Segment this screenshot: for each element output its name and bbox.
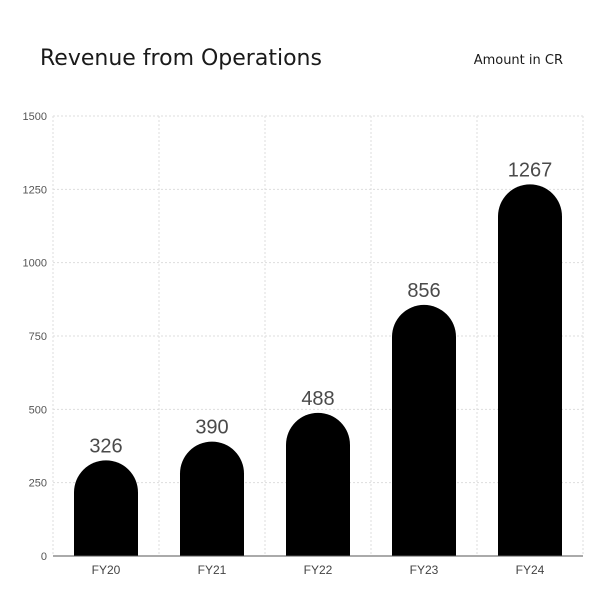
x-tick-label-fy24: FY24 — [516, 563, 545, 577]
y-tick-label-6: 1500 — [23, 111, 47, 123]
bar-fy23 — [392, 304, 456, 556]
bar-fy22 — [286, 412, 350, 556]
y-tick-label-2: 500 — [29, 404, 47, 416]
unit-label: Amount in CR — [473, 53, 563, 68]
bar-fy20 — [74, 460, 138, 556]
y-tick-label-0: 0 — [41, 551, 47, 563]
x-tick-label-fy23: FY23 — [410, 563, 439, 577]
bar-fy24 — [498, 184, 562, 556]
y-tick-label-1: 250 — [29, 478, 47, 490]
bar-fy21 — [180, 441, 244, 556]
y-tick-label-5: 1250 — [23, 184, 47, 196]
y-tick-label-3: 750 — [29, 331, 47, 343]
y-tick-label-4: 1000 — [23, 258, 47, 270]
data-label-fy20: 326 — [89, 435, 122, 457]
data-label-fy24: 1267 — [508, 159, 553, 181]
data-label-fy23: 856 — [407, 280, 440, 302]
x-tick-label-fy22: FY22 — [304, 563, 333, 577]
x-tick-label-fy20: FY20 — [92, 563, 121, 577]
x-tick-label-fy21: FY21 — [198, 563, 227, 577]
chart-title: Revenue from Operations — [40, 46, 322, 71]
data-label-fy22: 488 — [301, 388, 334, 410]
data-label-fy21: 390 — [195, 417, 228, 439]
